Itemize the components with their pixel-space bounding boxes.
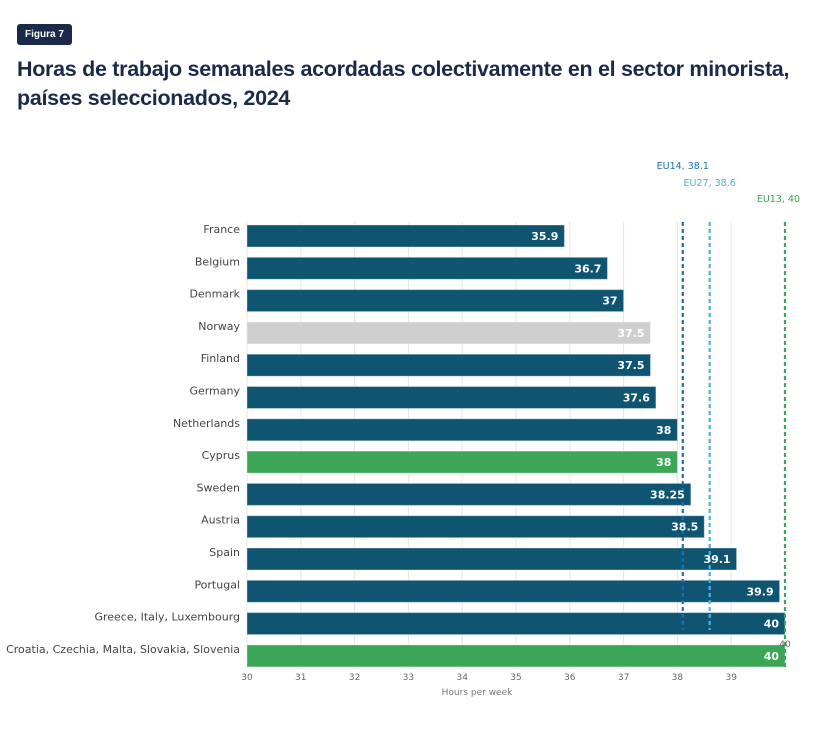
value-label: 36.7 bbox=[574, 262, 601, 275]
bar bbox=[246, 644, 786, 668]
bar bbox=[246, 386, 657, 409]
reference-label-eu27: EU27, 38.6 bbox=[684, 178, 736, 189]
value-label: 37 bbox=[602, 295, 617, 308]
value-label: 39.9 bbox=[746, 585, 773, 598]
bar bbox=[246, 482, 692, 506]
x-tick-label: 34 bbox=[456, 673, 468, 683]
value-label: 37.5 bbox=[617, 327, 644, 340]
category-label: Norway bbox=[198, 320, 240, 333]
x-tick-label: 39 bbox=[725, 673, 737, 683]
bar bbox=[246, 579, 781, 603]
value-label: 35.9 bbox=[531, 230, 558, 243]
category-label: Denmark bbox=[189, 288, 240, 301]
bar bbox=[246, 450, 678, 474]
category-label: Germany bbox=[189, 385, 240, 398]
x-axis-title: Hours per week bbox=[442, 688, 513, 698]
category-label: Portugal bbox=[194, 578, 240, 591]
x-tick-label: 38 bbox=[672, 673, 684, 683]
value-label: 39.1 bbox=[703, 553, 730, 566]
value-label: 40 bbox=[764, 618, 780, 631]
category-label: Netherlands bbox=[173, 417, 240, 430]
category-label: Belgium bbox=[195, 255, 240, 268]
category-label: Sweden bbox=[197, 481, 240, 494]
category-label: France bbox=[203, 223, 240, 236]
reference-label-eu14: EU14, 38.1 bbox=[657, 161, 709, 172]
bar bbox=[246, 256, 608, 280]
category-label: Cyprus bbox=[202, 449, 241, 462]
x-tick-label: 37 bbox=[618, 673, 629, 683]
reference-lines bbox=[681, 222, 787, 668]
x-tick-label: 35 bbox=[510, 673, 521, 683]
bar bbox=[246, 224, 565, 248]
bar bbox=[246, 321, 651, 345]
value-label: 37.5 bbox=[617, 359, 644, 372]
bar bbox=[246, 547, 738, 571]
bar bbox=[246, 515, 705, 539]
chart-title: Horas de trabajo semanales acordadas col… bbox=[17, 57, 790, 110]
category-label: Austria bbox=[201, 514, 240, 527]
x-tick-label: 36 bbox=[564, 673, 576, 683]
category-label: Croatia, Czechia, Malta, Slovakia, Slove… bbox=[6, 643, 240, 656]
category-label: Finland bbox=[201, 352, 240, 365]
bar bbox=[246, 612, 786, 636]
category-label: Greece, Italy, Luxembourg bbox=[94, 611, 240, 624]
x-tick-label: 33 bbox=[403, 673, 414, 683]
value-label: 38.5 bbox=[671, 521, 698, 534]
value-label: 38 bbox=[656, 424, 671, 437]
bars bbox=[246, 224, 786, 668]
value-label: 38 bbox=[656, 456, 671, 469]
value-label: 40 bbox=[764, 650, 780, 663]
bar bbox=[246, 289, 625, 313]
x-tick-label: 30 bbox=[241, 673, 253, 683]
reference-label-eu13: EU13, 40 bbox=[757, 194, 800, 205]
value-label: 37.6 bbox=[623, 392, 650, 405]
figure-badge: Figura 7 bbox=[17, 24, 72, 45]
bar bbox=[246, 418, 678, 442]
bar bbox=[246, 353, 651, 377]
x-tick-label-end: 40 bbox=[779, 640, 791, 650]
labels: 30 31 32 33 34 35 36 37 38 39 France 35.9 Belgium 36.… bbox=[6, 161, 800, 683]
value-label: 38.25 bbox=[650, 488, 685, 501]
x-tick-label: 31 bbox=[295, 673, 306, 683]
category-label: Spain bbox=[209, 546, 240, 559]
x-tick-label: 32 bbox=[349, 673, 360, 683]
